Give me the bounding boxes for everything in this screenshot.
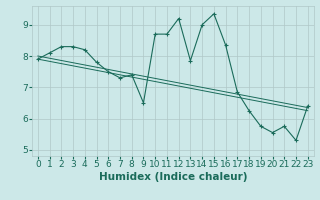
X-axis label: Humidex (Indice chaleur): Humidex (Indice chaleur) [99,172,247,182]
